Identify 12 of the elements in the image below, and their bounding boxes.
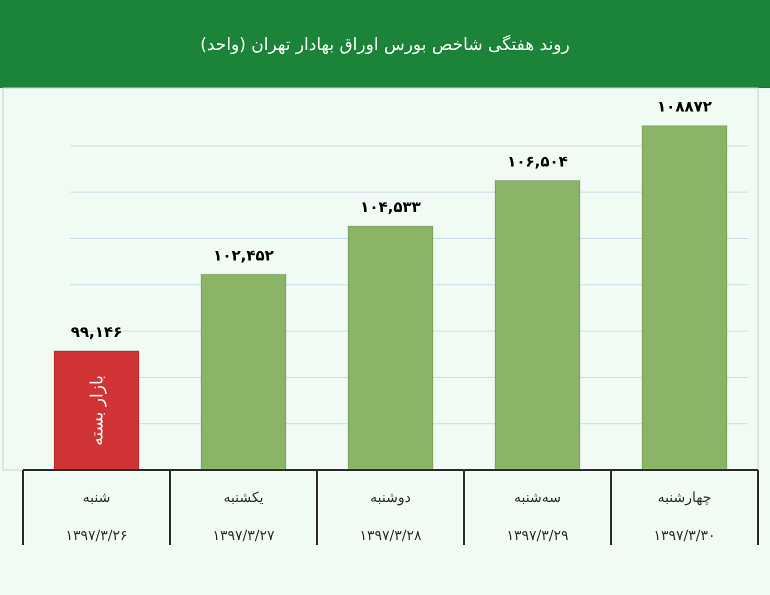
data-label: ۱۰۲,۴۵۲: [213, 246, 274, 264]
data-label: ۱۰۶,۵۰۴: [507, 152, 568, 171]
annotation: بازار بسته: [88, 375, 108, 446]
data-label: ۱۰۴,۵۳۳: [360, 198, 421, 216]
data-label: ۱۰۸۸۷۲: [657, 98, 712, 116]
category-label: شنبه ۱۳۹۷/۳/۲۶: [65, 490, 128, 544]
chart-title: روند هفتگی شاخص بورس اوراق بهادار تهران (واحد): [200, 34, 570, 55]
category-label: یکشنبه ۱۳۹۷/۳/۲۷: [212, 490, 275, 544]
category-label: دوشنبه ۱۳۹۷/۳/۲۸: [359, 490, 422, 544]
data-label: ۹۹,۱۴۶: [70, 322, 122, 341]
category-label: چهارشنبه ۱۳۹۷/۳/۳۰: [653, 490, 716, 544]
category-label: سه‌شنبه ۱۳۹۷/۳/۲۹: [506, 490, 569, 544]
